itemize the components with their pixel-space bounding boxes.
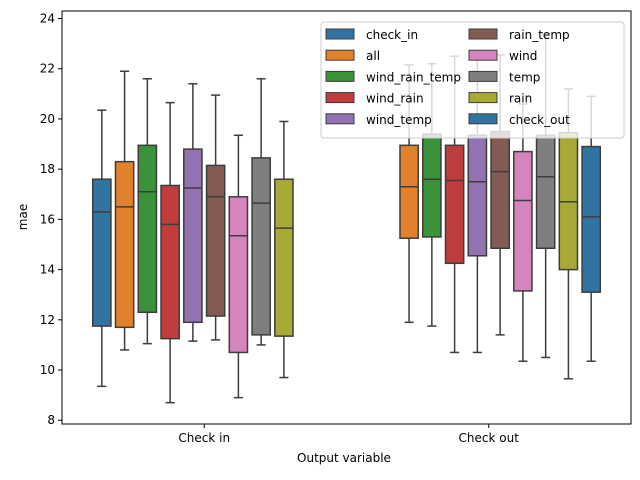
box-body [91, 178, 112, 327]
box-rain_temp [490, 54, 510, 336]
box-body [160, 184, 180, 340]
legend-label-wind: wind [509, 49, 537, 63]
legend-swatch-rain_temp [468, 28, 498, 40]
legend-label-all: all [366, 49, 380, 63]
legend-label-wind_temp: wind_temp [366, 113, 432, 127]
legend-swatch-check_in [325, 28, 355, 40]
box-body [444, 144, 465, 265]
legend-label-check_in: check_in [366, 28, 418, 42]
legend-label-check_out: check_out [509, 113, 570, 127]
box-wind [513, 103, 533, 362]
x-tick-label: Check in [178, 431, 230, 445]
axes: 8 10 12 14 16 18 20 22 24 Check in Check out [40, 10, 632, 445]
box-body [205, 164, 226, 317]
box-rain [274, 120, 294, 379]
box-body [137, 144, 158, 314]
legend-label-wind_rain_temp: wind_rain_temp [366, 70, 461, 84]
legend-label-wind_rain: wind_rain [366, 92, 424, 106]
legend-label-rain: rain [509, 92, 532, 106]
legend-swatch-check_out [468, 113, 498, 125]
box-body [183, 148, 203, 324]
y-tick-label: 8 [47, 413, 55, 427]
box-rain_temp [205, 94, 226, 341]
box-body [513, 150, 533, 292]
y-tick-label: 12 [40, 313, 55, 327]
box-body [274, 178, 294, 337]
box-body [581, 145, 602, 293]
legend-swatch-all [325, 49, 355, 61]
y-tick-label: 24 [40, 12, 55, 26]
box-wind_temp [183, 83, 203, 342]
y-axis-label: mae [16, 204, 30, 230]
y-tick-label: 16 [40, 212, 55, 226]
y-tick-label: 14 [40, 263, 55, 277]
y-tick-label: 18 [40, 162, 55, 176]
legend-swatch-wind [468, 49, 498, 61]
x-tick-label: Check out [459, 431, 520, 445]
box-wind_rain_temp [137, 78, 158, 345]
y-tick-label: 22 [40, 62, 55, 76]
box-body [228, 196, 249, 354]
y-tick-label: 10 [40, 363, 55, 377]
box-body [399, 144, 419, 239]
box-wind_rain [160, 101, 180, 404]
box-all [114, 70, 135, 351]
x-axis-label: Output variable [297, 451, 391, 465]
box-temp [251, 78, 272, 346]
box-check_in [91, 109, 112, 388]
box-body [251, 157, 272, 336]
legend-label-rain_temp: rain_temp [509, 28, 570, 42]
box-body [467, 134, 488, 257]
y-tick-label: 20 [40, 112, 55, 126]
axes-frame [61, 10, 632, 425]
box-body [114, 160, 135, 329]
legend-swatch-rain [468, 92, 498, 104]
legend-swatch-wind_temp [325, 113, 355, 125]
legend-label-temp: temp [509, 70, 540, 84]
legend-swatch-wind_rain_temp [325, 70, 355, 82]
box-body [490, 130, 510, 250]
box-body [421, 133, 442, 238]
legend-swatch-temp [468, 70, 498, 82]
legend-swatch-wind_rain [325, 92, 355, 104]
box-wind [228, 134, 249, 399]
box-body [535, 134, 556, 250]
plot-area [91, 32, 602, 404]
box-check_out [581, 95, 602, 362]
